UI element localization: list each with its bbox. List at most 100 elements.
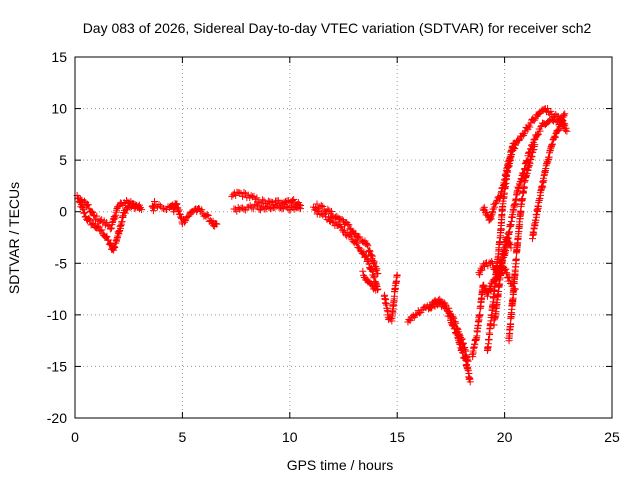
data-point-marker	[551, 132, 559, 140]
data-point-marker	[345, 221, 353, 229]
data-point-marker	[338, 215, 346, 223]
data-point-marker	[279, 204, 287, 212]
data-point-marker	[506, 241, 514, 249]
data-point-marker	[452, 319, 460, 327]
data-point-marker	[138, 206, 146, 214]
grid-lines	[75, 57, 612, 418]
data-point-marker	[259, 196, 267, 204]
data-point-marker	[84, 201, 92, 209]
data-point-marker	[264, 197, 272, 205]
x-tick-label: 0	[71, 429, 79, 445]
data-point-marker	[297, 205, 305, 213]
data-point-marker	[295, 203, 303, 211]
data-point-marker	[203, 211, 211, 219]
data-point-marker	[464, 357, 472, 365]
data-point-marker	[476, 311, 484, 319]
data-point-marker	[253, 194, 261, 202]
data-point-marker	[185, 212, 193, 220]
data-point-marker	[449, 313, 457, 321]
data-point-marker	[356, 233, 364, 241]
data-point-marker	[89, 208, 97, 216]
data-point-marker	[511, 141, 519, 149]
data-point-marker	[353, 239, 361, 247]
data-point-marker	[204, 211, 212, 219]
data-point-marker	[372, 286, 380, 294]
axis-ticks: 0 5 10 15 20 25 -20 -15 -10 -5 0 5 10 15	[47, 49, 620, 445]
data-point-marker	[544, 104, 552, 112]
data-point-marker	[124, 198, 132, 206]
data-point-marker	[464, 367, 472, 375]
data-point-marker	[492, 198, 500, 206]
data-point-marker	[560, 111, 568, 119]
data-point-marker	[534, 131, 542, 139]
data-point-marker	[344, 220, 352, 228]
data-point-marker	[313, 200, 321, 208]
chart-title: Day 083 of 2026, Sidereal Day-to-day VTE…	[83, 20, 592, 36]
data-point-marker	[558, 118, 566, 126]
data-point-marker	[363, 240, 371, 248]
data-point-marker	[241, 190, 249, 198]
data-point-marker	[393, 272, 401, 280]
data-point-marker	[319, 203, 327, 211]
y-tick-label: 10	[51, 101, 67, 117]
y-tick-label: 15	[51, 49, 67, 65]
data-point-marker	[533, 131, 541, 139]
data-point-marker	[103, 232, 111, 240]
data-point-marker	[87, 207, 95, 215]
data-point-marker	[359, 267, 367, 275]
x-tick-label: 10	[282, 429, 298, 445]
x-tick-label: 15	[389, 429, 405, 445]
data-point-marker	[352, 239, 360, 247]
data-point-marker	[266, 205, 274, 213]
data-point-marker	[125, 199, 133, 207]
data-point-marker	[95, 223, 103, 231]
data-point-marker	[556, 123, 564, 131]
data-point-marker	[81, 208, 89, 216]
data-point-marker	[476, 271, 484, 279]
data-point-marker	[84, 214, 92, 222]
data-point-marker	[181, 218, 189, 226]
data-points	[73, 104, 571, 386]
data-point-marker	[374, 270, 382, 278]
data-point-marker	[507, 244, 515, 252]
data-point-marker	[406, 317, 414, 325]
data-point-marker	[336, 222, 344, 230]
plot-frame	[74, 56, 613, 419]
data-point-marker	[531, 141, 539, 149]
data-point-marker	[506, 240, 514, 248]
data-point-marker	[491, 200, 499, 208]
data-point-marker	[548, 141, 556, 149]
data-point-marker	[507, 320, 515, 328]
data-point-marker	[511, 145, 519, 153]
data-point-marker	[364, 257, 372, 265]
data-point-marker	[534, 130, 542, 138]
data-point-marker	[121, 209, 129, 217]
data-point-marker	[451, 318, 459, 326]
data-point-marker	[240, 188, 248, 196]
data-point-marker	[251, 200, 259, 208]
data-point-marker	[526, 123, 534, 131]
data-point-marker	[364, 256, 372, 264]
data-point-marker	[502, 269, 510, 277]
data-point-marker	[80, 197, 88, 205]
data-point-marker	[89, 211, 97, 219]
data-point-marker	[551, 133, 559, 141]
y-axis-label: SDTVAR / TECUs	[6, 182, 22, 294]
data-point-marker	[276, 204, 284, 212]
data-point-marker	[520, 189, 528, 197]
data-point-marker	[266, 198, 274, 206]
x-tick-label: 20	[497, 429, 513, 445]
y-tick-label: -10	[47, 307, 67, 323]
data-point-marker	[93, 212, 101, 220]
data-point-marker	[458, 335, 466, 343]
data-point-marker	[106, 225, 114, 233]
data-point-marker	[508, 150, 516, 158]
data-point-marker	[98, 226, 106, 234]
data-point-marker	[479, 205, 487, 213]
data-point-marker	[515, 137, 523, 145]
data-point-marker	[250, 192, 258, 200]
data-point-marker	[247, 192, 255, 200]
data-point-marker	[362, 252, 370, 260]
data-point-marker	[248, 203, 256, 211]
